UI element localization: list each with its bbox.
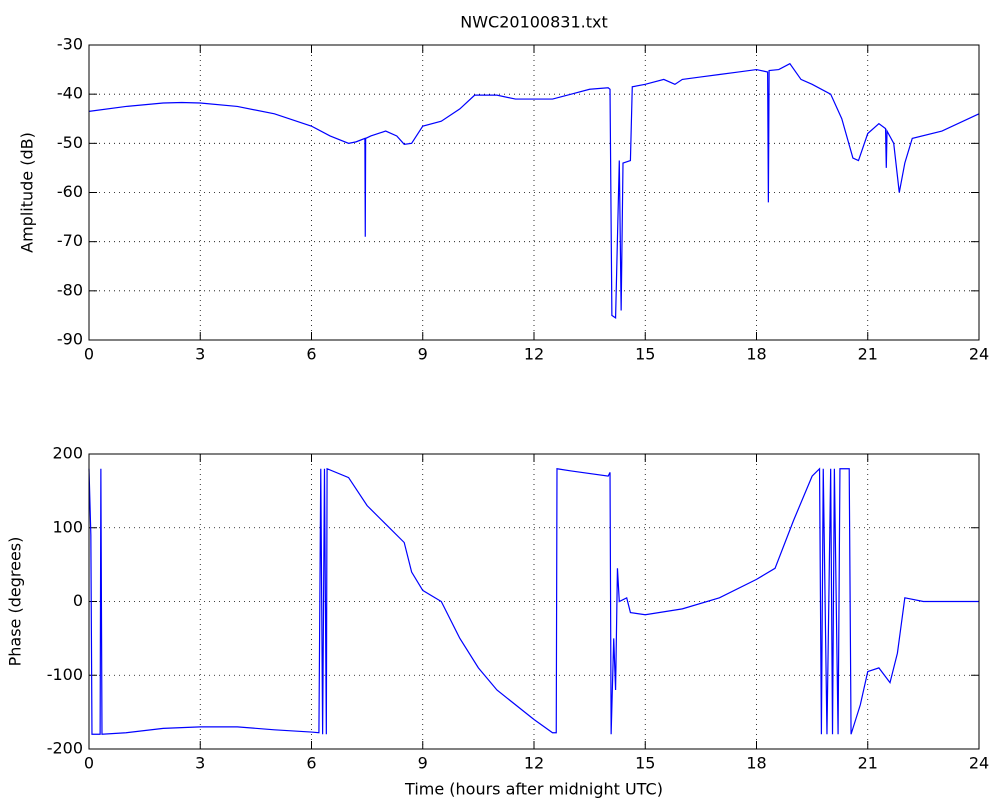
- y-tick-label: 200: [52, 444, 83, 463]
- axes-box: [88, 453, 980, 750]
- x-tick-label: 6: [306, 345, 316, 364]
- y-tick-label: -40: [57, 84, 83, 103]
- x-axis-label: Time (hours after midnight UTC): [404, 780, 663, 799]
- data-line: [88, 467, 979, 735]
- x-tick-label: 24: [969, 345, 989, 364]
- x-tick-label: 15: [635, 345, 655, 364]
- y-tick-label: -70: [57, 231, 83, 250]
- x-tick-label: 9: [418, 754, 428, 773]
- y-tick-label: -90: [57, 330, 83, 349]
- x-tick-label: 6: [306, 754, 316, 773]
- y-tick-label: -200: [47, 739, 83, 758]
- y-tick-label: -30: [57, 35, 83, 54]
- y-tick-label: 100: [52, 517, 83, 536]
- x-tick-label: 21: [858, 754, 878, 773]
- y-tick-label: -80: [57, 280, 83, 299]
- x-tick-label: 18: [746, 754, 766, 773]
- y-tick-label: -60: [57, 182, 83, 201]
- chart-title: NWC20100831.txt: [460, 13, 608, 32]
- x-tick-label: 0: [84, 345, 94, 364]
- x-tick-label: 24: [969, 754, 989, 773]
- data-line: [88, 62, 980, 319]
- x-tick-label: 3: [195, 754, 205, 773]
- y-axis-label: Amplitude (dB): [18, 132, 37, 253]
- x-tick-label: 9: [418, 345, 428, 364]
- x-tick-label: 18: [746, 345, 766, 364]
- y-tick-label: -100: [47, 665, 83, 684]
- x-tick-label: 12: [524, 754, 544, 773]
- x-tick-label: 15: [635, 754, 655, 773]
- x-tick-label: 21: [858, 345, 878, 364]
- y-tick-label: -50: [57, 133, 83, 152]
- axes-box: [88, 44, 980, 341]
- x-tick-label: 12: [524, 345, 544, 364]
- y-axis-label: Phase (degrees): [6, 537, 25, 667]
- x-tick-label: 3: [195, 345, 205, 364]
- x-tick-label: 0: [84, 754, 94, 773]
- y-tick-label: 0: [73, 591, 83, 610]
